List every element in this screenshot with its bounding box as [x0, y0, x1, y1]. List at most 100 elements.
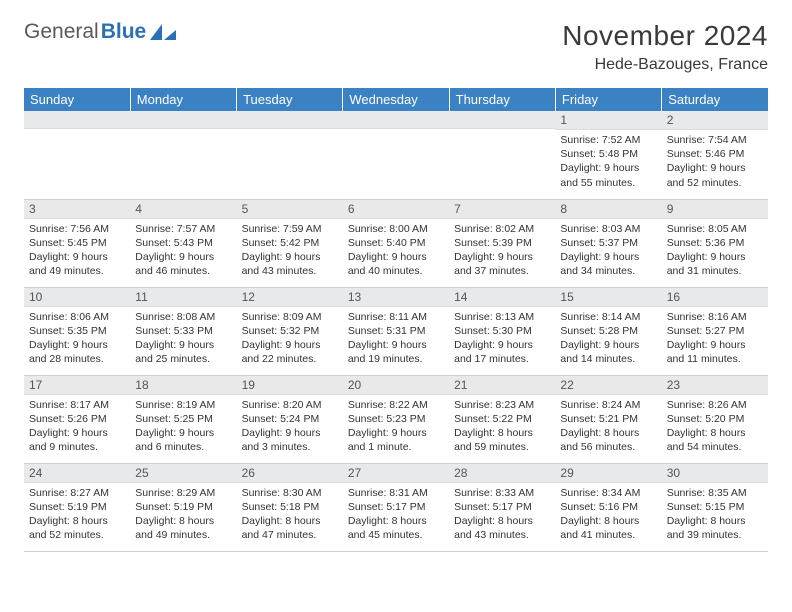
sunrise-text: Sunrise: 7:52 AM	[560, 133, 656, 147]
sunset-text: Sunset: 5:33 PM	[135, 324, 231, 338]
sunset-text: Sunset: 5:31 PM	[348, 324, 444, 338]
sunrise-text: Sunrise: 8:19 AM	[135, 398, 231, 412]
day-body: Sunrise: 8:17 AMSunset: 5:26 PMDaylight:…	[24, 395, 130, 457]
day-cell: 1Sunrise: 7:52 AMSunset: 5:48 PMDaylight…	[555, 111, 661, 199]
day-number: 27	[343, 464, 449, 483]
day-number: 20	[343, 376, 449, 395]
day-number: 4	[130, 200, 236, 219]
sunrise-text: Sunrise: 7:56 AM	[29, 222, 125, 236]
weekday-header: Friday	[555, 88, 661, 111]
day-body: Sunrise: 8:29 AMSunset: 5:19 PMDaylight:…	[130, 483, 236, 545]
daylight-text: Daylight: 9 hours and 31 minutes.	[667, 250, 763, 278]
day-cell: 11Sunrise: 8:08 AMSunset: 5:33 PMDayligh…	[130, 287, 236, 375]
day-cell: 3Sunrise: 7:56 AMSunset: 5:45 PMDaylight…	[24, 199, 130, 287]
day-number: 12	[237, 288, 343, 307]
day-body: Sunrise: 8:11 AMSunset: 5:31 PMDaylight:…	[343, 307, 449, 369]
sunrise-text: Sunrise: 8:30 AM	[242, 486, 338, 500]
day-number: 21	[449, 376, 555, 395]
day-number: 11	[130, 288, 236, 307]
calendar-page: GeneralBlue November 2024 Hede-Bazouges,…	[0, 0, 792, 562]
sunset-text: Sunset: 5:30 PM	[454, 324, 550, 338]
daylight-text: Daylight: 8 hours and 59 minutes.	[454, 426, 550, 454]
day-number: 30	[662, 464, 768, 483]
location-label: Hede-Bazouges, France	[562, 56, 768, 74]
day-number: 18	[130, 376, 236, 395]
sunset-text: Sunset: 5:43 PM	[135, 236, 231, 250]
sunset-text: Sunset: 5:17 PM	[454, 500, 550, 514]
weekday-header: Sunday	[24, 88, 130, 111]
week-row: 3Sunrise: 7:56 AMSunset: 5:45 PMDaylight…	[24, 199, 768, 287]
day-body: Sunrise: 8:02 AMSunset: 5:39 PMDaylight:…	[449, 219, 555, 281]
day-cell	[343, 111, 449, 199]
daylight-text: Daylight: 9 hours and 9 minutes.	[29, 426, 125, 454]
daylight-text: Daylight: 8 hours and 49 minutes.	[135, 514, 231, 542]
sunrise-text: Sunrise: 8:03 AM	[560, 222, 656, 236]
daylight-text: Daylight: 8 hours and 43 minutes.	[454, 514, 550, 542]
header: GeneralBlue November 2024 Hede-Bazouges,…	[24, 20, 768, 74]
day-body: Sunrise: 8:23 AMSunset: 5:22 PMDaylight:…	[449, 395, 555, 457]
day-body: Sunrise: 8:00 AMSunset: 5:40 PMDaylight:…	[343, 219, 449, 281]
sunrise-text: Sunrise: 8:08 AM	[135, 310, 231, 324]
sunset-text: Sunset: 5:39 PM	[454, 236, 550, 250]
sunset-text: Sunset: 5:21 PM	[560, 412, 656, 426]
day-cell: 28Sunrise: 8:33 AMSunset: 5:17 PMDayligh…	[449, 463, 555, 551]
sunset-text: Sunset: 5:26 PM	[29, 412, 125, 426]
day-body: Sunrise: 7:52 AMSunset: 5:48 PMDaylight:…	[555, 130, 661, 192]
day-cell: 24Sunrise: 8:27 AMSunset: 5:19 PMDayligh…	[24, 463, 130, 551]
day-body: Sunrise: 8:05 AMSunset: 5:36 PMDaylight:…	[662, 219, 768, 281]
sunrise-text: Sunrise: 8:31 AM	[348, 486, 444, 500]
day-cell: 27Sunrise: 8:31 AMSunset: 5:17 PMDayligh…	[343, 463, 449, 551]
day-number: 6	[343, 200, 449, 219]
month-title: November 2024	[562, 20, 768, 52]
day-number	[343, 111, 449, 129]
day-cell: 5Sunrise: 7:59 AMSunset: 5:42 PMDaylight…	[237, 199, 343, 287]
sunrise-text: Sunrise: 8:16 AM	[667, 310, 763, 324]
sunrise-text: Sunrise: 8:05 AM	[667, 222, 763, 236]
day-body: Sunrise: 8:30 AMSunset: 5:18 PMDaylight:…	[237, 483, 343, 545]
daylight-text: Daylight: 8 hours and 54 minutes.	[667, 426, 763, 454]
daylight-text: Daylight: 9 hours and 17 minutes.	[454, 338, 550, 366]
sunset-text: Sunset: 5:27 PM	[667, 324, 763, 338]
sunrise-text: Sunrise: 8:26 AM	[667, 398, 763, 412]
sunset-text: Sunset: 5:19 PM	[135, 500, 231, 514]
day-cell: 13Sunrise: 8:11 AMSunset: 5:31 PMDayligh…	[343, 287, 449, 375]
day-cell: 9Sunrise: 8:05 AMSunset: 5:36 PMDaylight…	[662, 199, 768, 287]
title-block: November 2024 Hede-Bazouges, France	[562, 20, 768, 74]
sunrise-text: Sunrise: 8:17 AM	[29, 398, 125, 412]
day-body: Sunrise: 7:54 AMSunset: 5:46 PMDaylight:…	[662, 130, 768, 192]
day-number: 14	[449, 288, 555, 307]
day-cell: 25Sunrise: 8:29 AMSunset: 5:19 PMDayligh…	[130, 463, 236, 551]
calendar-table: Sunday Monday Tuesday Wednesday Thursday…	[24, 88, 768, 552]
day-body: Sunrise: 7:56 AMSunset: 5:45 PMDaylight:…	[24, 219, 130, 281]
day-number: 23	[662, 376, 768, 395]
day-body: Sunrise: 8:16 AMSunset: 5:27 PMDaylight:…	[662, 307, 768, 369]
day-number: 8	[555, 200, 661, 219]
day-number: 16	[662, 288, 768, 307]
sunset-text: Sunset: 5:45 PM	[29, 236, 125, 250]
day-number: 7	[449, 200, 555, 219]
sunrise-text: Sunrise: 8:29 AM	[135, 486, 231, 500]
day-body: Sunrise: 8:13 AMSunset: 5:30 PMDaylight:…	[449, 307, 555, 369]
daylight-text: Daylight: 9 hours and 3 minutes.	[242, 426, 338, 454]
calendar-body: 1Sunrise: 7:52 AMSunset: 5:48 PMDaylight…	[24, 111, 768, 551]
sunrise-text: Sunrise: 8:00 AM	[348, 222, 444, 236]
sunset-text: Sunset: 5:19 PM	[29, 500, 125, 514]
day-body: Sunrise: 7:59 AMSunset: 5:42 PMDaylight:…	[237, 219, 343, 281]
day-body: Sunrise: 8:35 AMSunset: 5:15 PMDaylight:…	[662, 483, 768, 545]
daylight-text: Daylight: 9 hours and 40 minutes.	[348, 250, 444, 278]
sunrise-text: Sunrise: 8:13 AM	[454, 310, 550, 324]
day-body: Sunrise: 8:31 AMSunset: 5:17 PMDaylight:…	[343, 483, 449, 545]
sunset-text: Sunset: 5:36 PM	[667, 236, 763, 250]
sunset-text: Sunset: 5:25 PM	[135, 412, 231, 426]
day-number: 25	[130, 464, 236, 483]
daylight-text: Daylight: 8 hours and 52 minutes.	[29, 514, 125, 542]
daylight-text: Daylight: 9 hours and 55 minutes.	[560, 161, 656, 189]
day-number: 15	[555, 288, 661, 307]
sunset-text: Sunset: 5:28 PM	[560, 324, 656, 338]
weekday-header: Wednesday	[343, 88, 449, 111]
sunset-text: Sunset: 5:35 PM	[29, 324, 125, 338]
day-number	[24, 111, 130, 129]
day-cell	[130, 111, 236, 199]
day-body: Sunrise: 7:57 AMSunset: 5:43 PMDaylight:…	[130, 219, 236, 281]
day-body: Sunrise: 8:14 AMSunset: 5:28 PMDaylight:…	[555, 307, 661, 369]
